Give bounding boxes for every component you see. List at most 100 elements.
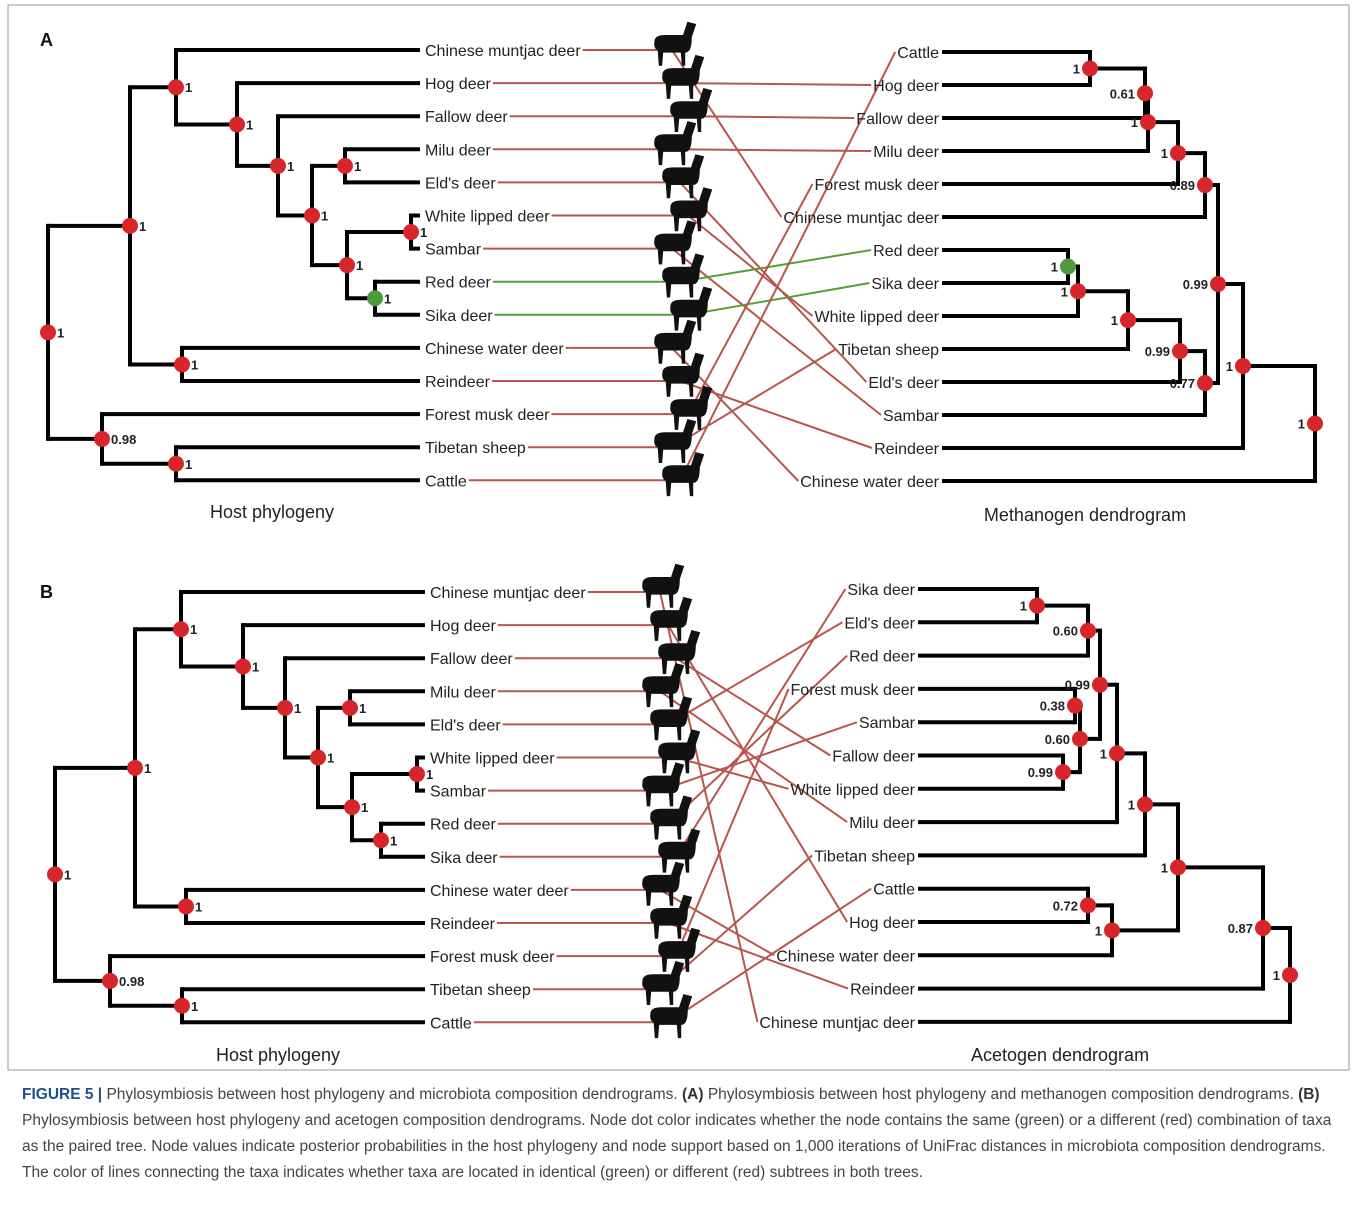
support-label: 0.61 [1110, 86, 1135, 101]
support-label: 1 [1051, 260, 1058, 275]
taxon-label: Red deer [425, 275, 491, 292]
support-label: 1 [1131, 115, 1138, 130]
link [659, 854, 813, 990]
support-label: 1 [191, 357, 198, 372]
support-label: 1 [361, 800, 368, 815]
support-label: 0.60 [1053, 624, 1078, 639]
taxon-label: Red deer [873, 243, 939, 260]
node-dot [373, 832, 389, 849]
tree-title: Methanogen dendrogram [984, 505, 1186, 525]
support-label: 0.99 [1183, 277, 1208, 292]
link [659, 721, 858, 792]
node-dot [270, 157, 286, 174]
nodes: 111111111110.98110.600.380.990.600.99110… [47, 582, 1298, 1032]
support-label: 1 [327, 751, 334, 766]
taxon-label: Milu deer [425, 142, 491, 159]
taxon-label: Tibetan sheep [430, 982, 531, 999]
animals [654, 21, 713, 497]
support-label: 1 [1273, 968, 1280, 983]
support-label: 1 [1161, 860, 1168, 875]
support-label: 1 [354, 159, 361, 174]
animal-icon [670, 187, 713, 232]
animal-icon [658, 630, 701, 674]
node-dot [1092, 676, 1108, 693]
node-dot [102, 972, 118, 989]
animal-icon [642, 663, 685, 708]
taxon-label: Cattle [897, 45, 939, 62]
node-dot [1137, 85, 1153, 102]
link [687, 282, 870, 316]
support-label: 0.87 [1228, 921, 1253, 936]
support-label: 1 [185, 457, 192, 472]
node-dot [310, 749, 326, 766]
node-dot [1109, 745, 1125, 762]
link [679, 249, 872, 283]
link [679, 82, 872, 86]
support-label: 1 [356, 258, 363, 273]
taxon-label: Eld's deer [844, 615, 915, 632]
taxon-label: Sambar [859, 715, 916, 732]
taxon-label: Sika deer [871, 276, 939, 293]
taxon-label: Cattle [430, 1015, 472, 1032]
animal-icon [662, 154, 705, 199]
animal-icon [662, 54, 705, 99]
taxon-label: Chinese muntjac deer [430, 585, 586, 602]
animal-icon [658, 927, 701, 972]
node-dot [1072, 730, 1088, 747]
animal-icon [654, 419, 697, 463]
taxon-label: Reindeer [850, 982, 916, 999]
support-label: 1 [384, 291, 391, 306]
support-label: 0.99 [1065, 678, 1090, 693]
link [687, 214, 814, 317]
node-dot [1170, 145, 1186, 162]
caption-text: Phylosymbiosis between host phylogeny an… [707, 1086, 1294, 1103]
node-dot [1170, 859, 1186, 876]
animal-icon [642, 762, 685, 807]
taxon-label: Red deer [430, 817, 496, 834]
node-dot [1255, 919, 1271, 936]
support-label: 1 [195, 899, 202, 914]
support-label: 1 [139, 219, 146, 234]
node-dot [304, 207, 320, 224]
taxon-label: Forest musk deer [791, 682, 916, 699]
node-dot [174, 356, 190, 373]
support-label: 0.99 [1028, 765, 1053, 780]
caption-text: Phylosymbiosis between host phylogeny an… [106, 1086, 678, 1103]
node-dot [94, 430, 110, 447]
taxon-label: Reindeer [430, 916, 496, 933]
nodes: 111111111110.98110.61110.891110.990.770.… [40, 43, 1323, 491]
node-dot [168, 79, 184, 96]
node-dot [409, 766, 425, 783]
link [675, 657, 831, 757]
animal-icon [654, 220, 697, 265]
support-label: 0.99 [1145, 344, 1170, 359]
link [675, 688, 790, 957]
taxon-label: Sambar [883, 408, 940, 425]
node-dot [1080, 897, 1096, 914]
support-label: 1 [426, 767, 433, 782]
support-label: 1 [294, 701, 301, 716]
taxon-label: Milu deer [873, 144, 939, 161]
node-dot [1197, 177, 1213, 194]
taxon-label: Sambar [425, 242, 482, 259]
taxon-label: Milu deer [849, 815, 915, 832]
panel-letter: B [40, 582, 53, 602]
taxon-label: Cattle [425, 473, 467, 490]
taxon-label: White lipped deer [425, 209, 550, 226]
animal-icon [642, 861, 685, 906]
taxon-label: Milu deer [430, 684, 496, 701]
link [687, 183, 814, 415]
support-label: 1 [1073, 62, 1080, 77]
taxon-label: Reindeer [425, 374, 491, 391]
support-label: 1 [144, 761, 151, 776]
animal-icon [650, 696, 693, 741]
support-label: 1 [420, 225, 427, 240]
support-label: 1 [64, 867, 71, 882]
taxon-label: Chinese water deer [430, 883, 569, 900]
animal-icon [650, 795, 693, 840]
taxon-label: White lipped deer [790, 782, 915, 799]
taxon-label: Hog deer [425, 76, 491, 93]
node-dot [403, 224, 419, 241]
taxon-label: Chinese muntjac deer [425, 43, 581, 60]
taxon-label: Cattle [873, 882, 915, 899]
